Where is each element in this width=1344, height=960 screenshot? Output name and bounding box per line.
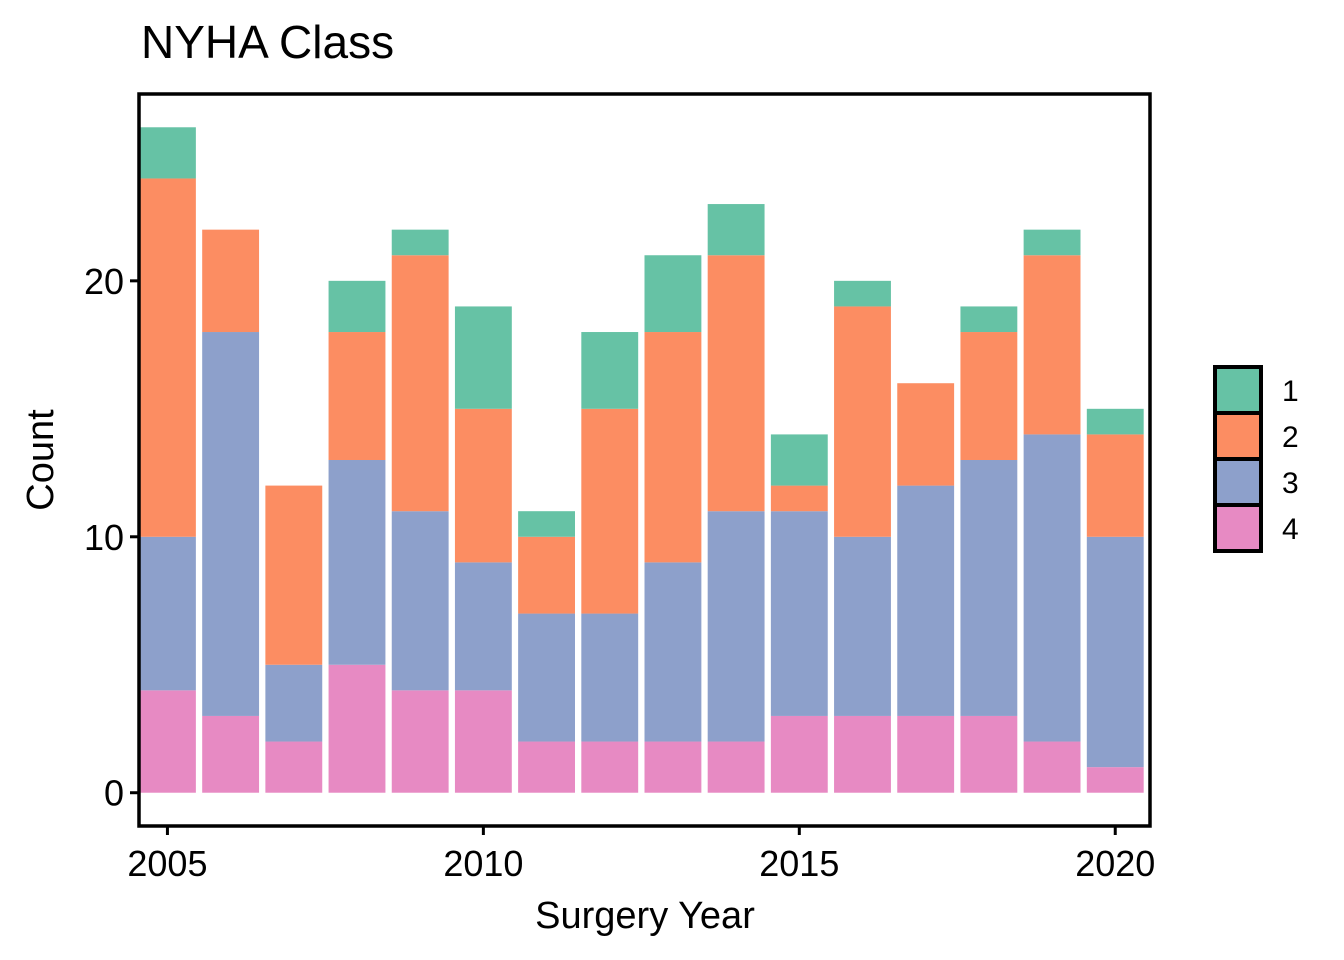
legend-key-3 <box>1213 457 1263 507</box>
bar-2017-class-4 <box>897 715 955 793</box>
bar-2020-class-4 <box>1086 767 1144 793</box>
bar-2020-class-2 <box>1086 434 1144 537</box>
bar-2015-class-2 <box>770 485 828 512</box>
bar-2019-class-1 <box>1023 229 1081 256</box>
bar-2005-class-4 <box>139 690 196 793</box>
legend-key-1 <box>1213 365 1263 415</box>
x-tick-label: 2015 <box>759 843 839 884</box>
bar-2008-class-3 <box>328 460 386 665</box>
bar-2018-class-2 <box>960 332 1018 460</box>
y-axis-title: Count <box>20 409 62 511</box>
bar-2008-class-4 <box>328 664 386 793</box>
x-axis-title: Surgery Year <box>535 895 755 937</box>
bar-2009-class-1 <box>391 229 449 256</box>
bar-2015-class-1 <box>770 434 828 486</box>
bar-2017-class-3 <box>897 485 955 716</box>
legend-key-4 <box>1213 503 1263 553</box>
bar-2019-class-4 <box>1023 741 1081 793</box>
y-tick-label: 0 <box>104 773 124 814</box>
bar-2009-class-4 <box>391 690 449 793</box>
bar-2010-class-4 <box>454 690 512 793</box>
bar-2018-class-1 <box>960 306 1018 333</box>
y-axis: 0 10 20 <box>84 261 139 814</box>
bar-2011-class-2 <box>518 536 575 614</box>
chart-title: NYHA Class <box>141 16 394 68</box>
bar-2014-class-2 <box>707 255 765 512</box>
legend-label-3: 3 <box>1282 467 1299 500</box>
bar-2009-class-3 <box>391 511 449 691</box>
bar-2007-class-3 <box>265 664 323 742</box>
bar-2011-class-4 <box>518 741 575 793</box>
bar-2019-class-2 <box>1023 255 1081 435</box>
bar-2013-class-2 <box>644 332 702 563</box>
legend-label-2: 2 <box>1282 421 1299 454</box>
bar-2013-class-1 <box>644 255 702 333</box>
bar-2012-class-1 <box>581 332 639 409</box>
bar-2012-class-2 <box>581 408 639 614</box>
panel-border <box>137 92 1152 828</box>
bar-2016-class-3 <box>834 536 891 716</box>
x-tick-label: 2005 <box>127 843 207 884</box>
bar-2019-class-3 <box>1023 434 1081 742</box>
bar-2005-class-2 <box>139 178 196 537</box>
bar-2015-class-4 <box>770 715 828 793</box>
legend: 1 2 3 4 <box>1213 365 1299 553</box>
bar-2006-class-2 <box>202 229 260 333</box>
bar-2010-class-2 <box>454 408 512 563</box>
bar-2010-class-1 <box>454 306 512 409</box>
x-tick-label: 2020 <box>1075 843 1155 884</box>
bar-2018-class-4 <box>960 715 1018 793</box>
bar-2016-class-4 <box>834 715 891 793</box>
bar-2014-class-4 <box>707 741 765 793</box>
bar-2013-class-3 <box>644 562 702 742</box>
bar-2016-class-2 <box>834 306 891 537</box>
x-axis: 2005 2010 2015 2020 <box>127 826 1155 884</box>
bar-2008-class-2 <box>328 332 386 460</box>
y-tick-label: 10 <box>84 517 124 558</box>
legend-label-1: 1 <box>1282 375 1299 408</box>
bar-2005-class-3 <box>139 536 196 691</box>
bar-2007-class-2 <box>265 485 323 665</box>
bar-2006-class-4 <box>202 715 260 793</box>
bar-2012-class-4 <box>581 741 639 793</box>
legend-label-4: 4 <box>1282 513 1299 546</box>
bar-2012-class-3 <box>581 613 639 742</box>
bar-2010-class-3 <box>454 562 512 691</box>
bar-2018-class-3 <box>960 460 1018 716</box>
bar-2017-class-2 <box>897 383 955 486</box>
bar-2013-class-4 <box>644 741 702 793</box>
bar-2007-class-4 <box>265 741 323 793</box>
bar-2015-class-3 <box>770 511 828 716</box>
legend-key-2 <box>1213 411 1263 461</box>
bar-2014-class-3 <box>707 511 765 742</box>
bar-layer <box>139 127 1144 793</box>
bar-2005-class-1 <box>139 127 196 179</box>
bar-2020-class-3 <box>1086 536 1144 768</box>
bar-2011-class-3 <box>518 613 575 742</box>
bar-2016-class-1 <box>834 280 891 307</box>
bar-2009-class-2 <box>391 255 449 512</box>
y-tick-label: 20 <box>84 261 124 302</box>
bar-2006-class-3 <box>202 332 260 716</box>
bar-2008-class-1 <box>328 280 386 333</box>
bar-2014-class-1 <box>707 204 765 256</box>
bar-2011-class-1 <box>518 511 575 537</box>
x-tick-label: 2010 <box>443 843 523 884</box>
bar-2020-class-1 <box>1086 408 1144 435</box>
